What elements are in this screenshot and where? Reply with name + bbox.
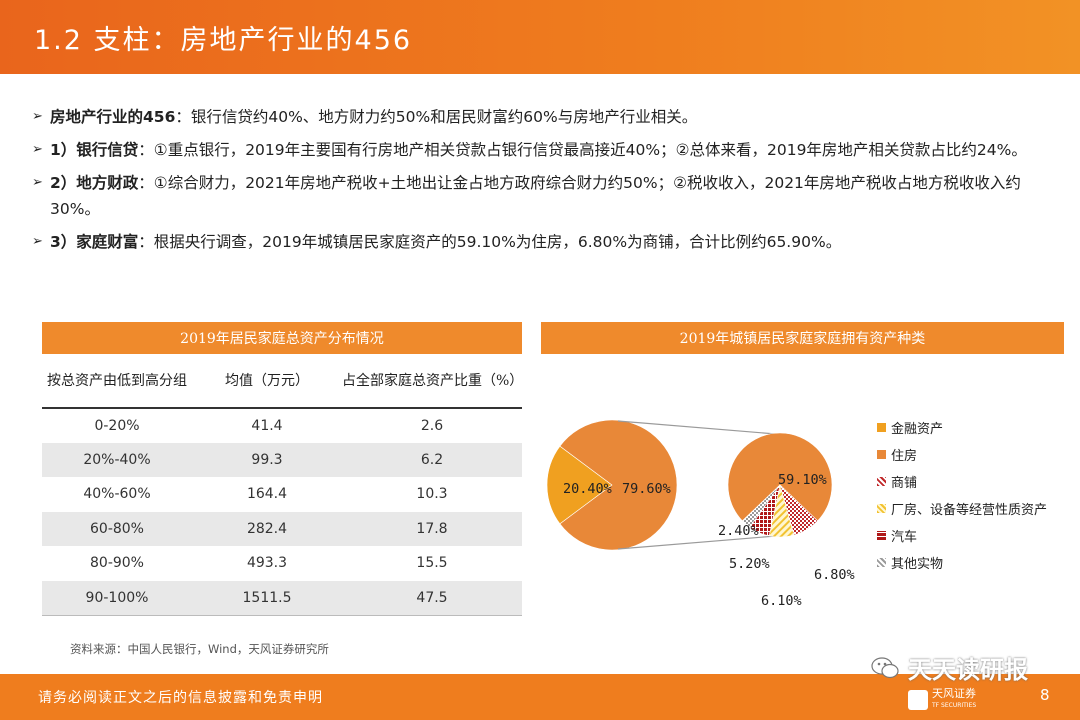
table-cell: 0-20%	[94, 417, 140, 434]
title-bar: 1.2 支柱：房地产行业的456	[0, 0, 1080, 74]
left-panel-title: 2019年居民家庭总资产分布情况	[42, 322, 522, 354]
pie-slice-housing	[727, 432, 833, 522]
square-icon	[877, 423, 886, 432]
legend-item: 其他实物	[877, 549, 1047, 576]
bullet-item: ➢ 房地产行业的456：银行信贷约40%、地方财力约50%和居民财富约60%与房…	[32, 104, 1052, 130]
table-cell: 15.5	[416, 555, 448, 572]
pie-slice-physical	[559, 419, 678, 551]
table-cell: 60-80%	[42, 511, 192, 546]
asset-distribution-table: 按总资产由低到高分组 均值（万元） 占全部家庭总资产比重（%） 0-20% 41…	[42, 356, 523, 616]
outer-label-financial: 20.40%	[563, 481, 612, 497]
square-icon	[877, 477, 886, 486]
inner-label-car: 5.20%	[729, 556, 770, 572]
table-cell: 493.3	[246, 555, 288, 572]
inner-label-shop: 6.80%	[814, 567, 855, 583]
table-cell: 2.6	[420, 417, 444, 434]
inner-label-housing: 59.10%	[778, 472, 827, 488]
legend-label: 汽车	[891, 530, 918, 545]
logo-name: 天风证券	[932, 687, 976, 700]
connector-line	[617, 420, 777, 435]
legend-item: 商铺	[877, 468, 1047, 495]
inner-label-other: 2.40%	[718, 523, 759, 539]
table-cell: 80-90%	[90, 555, 144, 572]
page-number: 8	[1040, 686, 1050, 704]
arrow-bullet-icon: ➢	[32, 175, 43, 190]
table-cell: 10.3	[416, 486, 448, 503]
square-icon	[877, 531, 886, 540]
brand-logo: 天风证券 TF SECURITIES	[908, 688, 976, 712]
legend-item: 厂房、设备等经营性质资产	[877, 495, 1047, 522]
table-cell: 17.8	[342, 511, 522, 546]
bullet-item: ➢ 3）家庭财富：根据央行调查，2019年城镇居民家庭资产的59.10%为住房，…	[32, 229, 1052, 255]
table-row: 0-20% 41.4 2.6	[42, 408, 522, 443]
disclaimer-text: 请务必阅读正文之后的信息披露和免责申明	[38, 690, 323, 706]
bullet-text: ：①综合财力，2021年房地产税收+土地出让金占地方政府综合财力约50%；②税收…	[50, 174, 1021, 218]
table-cell: 41.4	[251, 417, 283, 434]
arrow-bullet-icon: ➢	[32, 109, 43, 124]
table-row: 90-100% 1511.5 47.5	[42, 580, 522, 616]
bullet-keyword: 房地产行业的456	[50, 108, 176, 126]
chart-legend: 金融资产 住房 商铺 厂房、设备等经营性质资产 汽车 其他实物	[877, 414, 1047, 576]
table-cell: 1511.5	[192, 580, 342, 616]
legend-label: 厂房、设备等经营性质资产	[891, 503, 1048, 518]
bullet-item: ➢ 1）银行信贷：①重点银行，2019年主要国有行房地产相关贷款占银行信贷最高接…	[32, 137, 1052, 163]
legend-label: 住房	[891, 449, 918, 464]
table-header-row: 按总资产由低到高分组 均值（万元） 占全部家庭总资产比重（%）	[42, 356, 523, 409]
bullet-keyword: 2）地方财政	[50, 174, 139, 192]
logo-subtitle: TF SECURITIES	[932, 702, 977, 709]
inner-label-plant: 6.10%	[761, 593, 802, 609]
arrow-bullet-icon: ➢	[32, 142, 43, 157]
square-icon	[877, 450, 886, 459]
connector-line	[617, 535, 777, 550]
table-cell: 90-100%	[42, 580, 192, 616]
table-row: 80-90% 493.3 15.5	[42, 546, 522, 581]
table-cell: 20%-40%	[42, 442, 192, 477]
legend-label: 金融资产	[891, 422, 944, 437]
square-icon	[877, 504, 886, 513]
table-row: 20%-40% 99.3 6.2	[42, 442, 522, 477]
bullet-list: ➢ 房地产行业的456：银行信贷约40%、地方财力约50%和居民财富约60%与房…	[32, 104, 1052, 262]
column-header: 按总资产由低到高分组	[42, 356, 192, 409]
watermark: 天天读研报	[870, 650, 1028, 685]
bullet-keyword: 3）家庭财富	[50, 233, 139, 251]
square-icon	[877, 558, 886, 567]
pie-of-pie-chart	[546, 419, 833, 551]
legend-item: 金融资产	[877, 414, 1047, 441]
bullet-keyword: 1）银行信贷	[50, 141, 139, 159]
table-cell: 164.4	[246, 486, 288, 503]
right-panel-title: 2019年城镇居民家庭家庭拥有资产种类	[541, 322, 1064, 354]
table-cell: 6.2	[342, 442, 522, 477]
bullet-text: ：①重点银行，2019年主要国有行房地产相关贷款占银行信贷最高接近40%；②总体…	[138, 141, 1027, 159]
table-cell: 40%-60%	[83, 486, 151, 503]
outer-label-physical: 79.60%	[622, 481, 671, 497]
source-note: 资料来源：中国人民银行，Wind，天风证券研究所	[70, 642, 329, 656]
bullet-text: ：银行信贷约40%、地方财力约50%和居民财富约60%与房地产行业相关。	[175, 108, 698, 126]
legend-item: 住房	[877, 441, 1047, 468]
legend-label: 商铺	[891, 476, 918, 491]
footer-bar: 请务必阅读正文之后的信息披露和免责申明	[0, 674, 1080, 720]
watermark-text: 天天读研报	[908, 656, 1028, 684]
legend-item: 汽车	[877, 522, 1047, 549]
table-row: 40%-60% 164.4 10.3	[42, 477, 522, 512]
logo-mark-icon	[908, 690, 928, 710]
column-header: 占全部家庭总资产比重（%）	[342, 356, 523, 409]
legend-label: 其他实物	[891, 557, 944, 572]
table-row: 60-80% 282.4 17.8	[42, 511, 522, 546]
bullet-item: ➢ 2）地方财政：①综合财力，2021年房地产税收+土地出让金占地方政府综合财力…	[32, 170, 1052, 222]
bullet-text: ：根据央行调查，2019年城镇居民家庭资产的59.10%为住房，6.80%为商铺…	[138, 233, 842, 251]
pie-slice-financial	[546, 445, 613, 525]
wechat-icon	[871, 656, 899, 678]
table-cell: 282.4	[192, 511, 342, 546]
arrow-bullet-icon: ➢	[32, 234, 43, 249]
page-title: 1.2 支柱：房地产行业的456	[34, 25, 413, 56]
pie-slice-other	[741, 484, 781, 528]
column-header: 均值（万元）	[192, 356, 342, 409]
table-cell: 47.5	[342, 580, 522, 616]
table-cell: 99.3	[192, 442, 342, 477]
